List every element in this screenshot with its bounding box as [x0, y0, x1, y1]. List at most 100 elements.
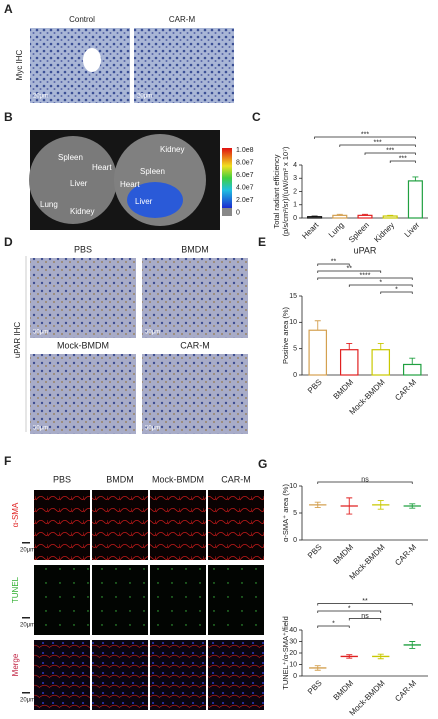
error-bar — [346, 497, 353, 515]
significance-bracket — [317, 270, 382, 273]
colorbar-label: 0 — [236, 209, 240, 216]
y-tick-label: 5 — [293, 346, 297, 353]
y-axis-label: TUNEL⁺/α-SMA⁺/field — [281, 616, 290, 690]
panel-letter: F — [4, 454, 11, 468]
panel-letter: B — [4, 110, 13, 124]
significance-bracket — [348, 284, 413, 287]
significance-bracket — [317, 603, 413, 606]
y-tick-label: 20 — [289, 650, 297, 657]
x-tick-label: Lung — [327, 221, 346, 240]
significance-label: *** — [399, 155, 407, 162]
bar — [407, 180, 423, 219]
y-tick-label: 4 — [293, 162, 297, 169]
x-tick-label: Liver — [403, 220, 422, 239]
error-bar — [362, 213, 368, 216]
y-tick-label: 0 — [293, 215, 297, 222]
significance-bracket — [380, 291, 413, 294]
significance-bracket — [317, 277, 413, 280]
x-tick-label: Heart — [300, 220, 321, 241]
organ-label: Spleen — [58, 153, 83, 162]
x-tick-label: CAR-M — [393, 377, 418, 402]
scale-bar: 50μm — [145, 330, 160, 336]
fluorescence-image — [150, 565, 206, 635]
fluorescence-image — [34, 640, 90, 710]
y-tick-label: 0 — [293, 372, 297, 379]
row-label: α-SMA — [11, 502, 20, 527]
significance-label: **** — [360, 272, 371, 279]
y-tick-label: 15 — [289, 293, 297, 300]
y-tick-label: 40 — [289, 627, 297, 634]
fluorescence-image — [150, 640, 206, 710]
row-label: uPAR IHC — [13, 322, 22, 359]
colorbar-zero — [222, 208, 232, 216]
charts: 0 1 2 3 4 Total radiant efficiency (p/s/cm²/sr… — [272, 131, 428, 718]
organ-label: Liver — [70, 179, 88, 188]
significance-label: *** — [374, 139, 382, 146]
x-tick-label: BMDM — [332, 377, 356, 401]
panel-letter: A — [4, 2, 13, 16]
scale-bar-line — [22, 617, 30, 619]
fluorescence-image — [150, 490, 206, 560]
colorbar-label: 6.0e7 — [236, 172, 254, 179]
colorbar-label: 2.0e7 — [236, 197, 254, 204]
x-tick-label: Kidney — [372, 221, 396, 245]
scale-bar: 50μm — [145, 426, 160, 432]
row-label: Myc IHC — [15, 49, 24, 80]
colorbar-label: 8.0e7 — [236, 159, 254, 166]
liver-signal — [127, 182, 183, 218]
significance-label: * — [395, 286, 398, 293]
fluorescence-image — [92, 490, 148, 560]
error-bar — [311, 215, 318, 217]
colorbar-label: 1.0e8 — [236, 147, 254, 154]
row-label: TUNEL — [11, 576, 20, 603]
axis — [301, 165, 428, 219]
vessel — [83, 48, 101, 72]
significance-label: ** — [362, 598, 368, 605]
axis — [301, 630, 428, 677]
column-label: CAR-M — [180, 340, 210, 350]
significance-bracket — [314, 136, 416, 139]
column-label: BMDM — [106, 474, 134, 484]
y-axis-label: α-SMA⁺ area (%) — [281, 484, 290, 542]
significance-bracket — [317, 481, 413, 484]
significance-bracket — [317, 625, 350, 628]
organ-label: Kidney — [160, 145, 184, 154]
y-tick-label: 10 — [289, 483, 297, 490]
scale-bar-line — [22, 692, 30, 694]
chart-title: uPAR — [354, 245, 377, 255]
error-bar — [377, 500, 384, 510]
significance-bracket — [317, 263, 350, 266]
organ-label: Heart — [92, 163, 112, 172]
y-tick-label: 2 — [293, 188, 297, 195]
bar — [332, 214, 348, 219]
panel-letter: C — [252, 110, 261, 124]
significance-label: ns — [361, 476, 369, 483]
scale-bar: 50μm — [33, 330, 48, 336]
fluorescence-image — [92, 640, 148, 710]
y-axis-label: Positive area (%) — [281, 306, 290, 364]
error-bar — [412, 176, 419, 181]
error-bar — [314, 501, 321, 509]
error-bar — [346, 654, 353, 659]
bar — [307, 216, 323, 219]
y-tick-label: 0 — [293, 673, 297, 680]
micrograph — [142, 258, 248, 338]
significance-label: *** — [361, 131, 369, 138]
f-images: PBS BMDM Mock-BMDM CAR-M α-SMA 20μm TUNEL 20μm M… — [11, 474, 264, 710]
d-images: PBS 50μm BMDM 50μm Mock-BMDM 50μm CAR-M 50μm — [30, 244, 248, 434]
micrograph — [134, 28, 234, 103]
y-tick-label: 10 — [289, 661, 297, 668]
x-tick-label: CAR-M — [393, 678, 418, 703]
axis — [301, 486, 428, 541]
significance-bracket — [339, 144, 416, 147]
significance-label: ** — [331, 258, 337, 265]
column-label: PBS — [53, 474, 71, 484]
significance-label: *** — [386, 147, 394, 154]
scale-bar: 20μm — [137, 94, 152, 100]
y-axis-label: (p/s/cm²/sr)/(uW/cm² x 10⁷) — [281, 146, 290, 236]
fluorescence-image — [92, 565, 148, 635]
colorbar-labels: 1.0e8 8.0e7 6.0e7 4.0e7 2.0e7 0 — [236, 147, 254, 217]
error-bar — [377, 653, 384, 660]
y-tick-label: 30 — [289, 638, 297, 645]
